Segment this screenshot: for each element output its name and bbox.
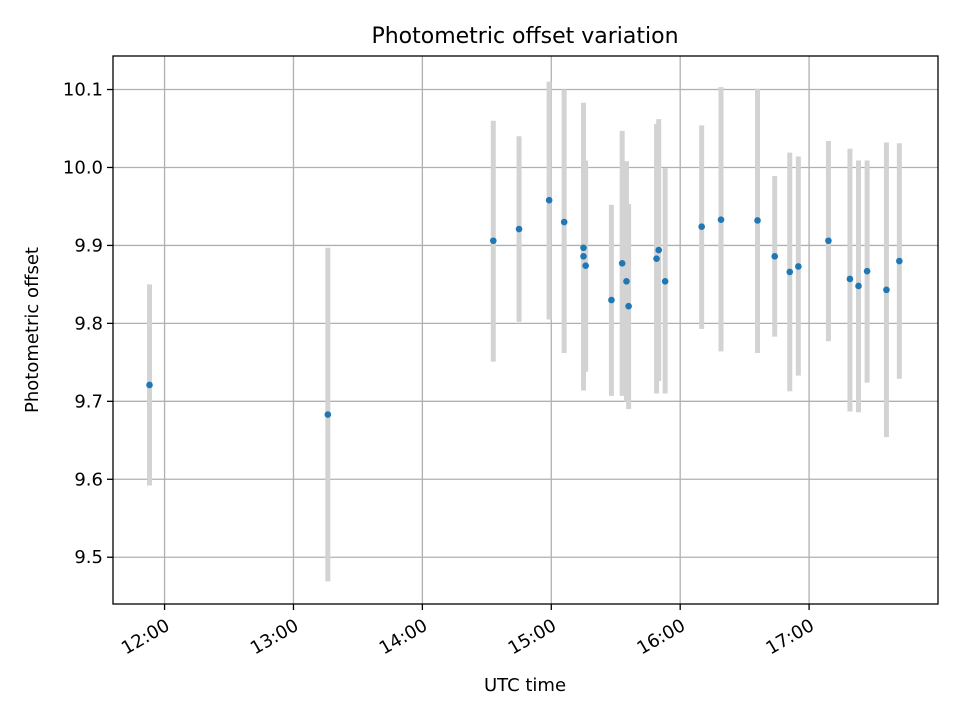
x-tick-label: 13:00 (247, 615, 302, 659)
data-point (786, 268, 794, 276)
data-point (698, 223, 705, 231)
plot-frame (112, 55, 939, 605)
data-point (580, 244, 587, 252)
data-point (754, 217, 761, 224)
data-point (855, 282, 862, 290)
axis-ticks: 12:00 13:00 14:00 15:00 16:00 17:00 9.5 9.6 9.7 9… (63, 80, 818, 660)
data-point (653, 255, 660, 262)
data-point (896, 257, 903, 265)
data-points (146, 196, 903, 418)
data-point (846, 275, 854, 283)
data-point (771, 253, 779, 260)
data-point (515, 225, 523, 233)
data-point (655, 246, 663, 254)
x-tick-label: 14:00 (376, 615, 431, 659)
data-point (825, 237, 832, 245)
data-point (883, 286, 890, 294)
data-point (625, 302, 632, 310)
data-point (623, 277, 630, 285)
y-axis-label: Photometric offset (22, 247, 43, 413)
data-point (324, 411, 332, 418)
data-point (717, 216, 725, 223)
data-point (545, 196, 553, 204)
data-point (560, 218, 568, 226)
data-point (580, 253, 587, 260)
y-tick-label: 9.7 (74, 391, 103, 412)
x-tick-label: 17:00 (762, 615, 817, 659)
y-tick-label: 9.6 (74, 469, 103, 490)
data-point (661, 277, 669, 285)
data-point (618, 260, 626, 267)
y-tick-label: 9.8 (74, 313, 103, 334)
chart-title: Photometric offset variation (371, 24, 678, 49)
data-point (582, 262, 589, 269)
y-tick-label: 10.1 (63, 80, 103, 101)
y-tick-label: 9.5 (74, 547, 103, 568)
data-point (608, 296, 615, 304)
x-axis-label: UTC time (484, 675, 566, 696)
y-tick-label: 10.0 (63, 157, 103, 178)
data-point (863, 267, 871, 275)
y-tick-label: 9.9 (74, 235, 103, 256)
grid-lines (113, 56, 938, 604)
x-tick-label: 16:00 (634, 615, 689, 659)
data-point (795, 263, 802, 270)
error-bars (147, 81, 902, 582)
x-tick-label: 15:00 (505, 615, 560, 659)
data-point (146, 381, 153, 389)
x-tick-label: 12:00 (118, 615, 173, 659)
data-point (489, 237, 497, 245)
